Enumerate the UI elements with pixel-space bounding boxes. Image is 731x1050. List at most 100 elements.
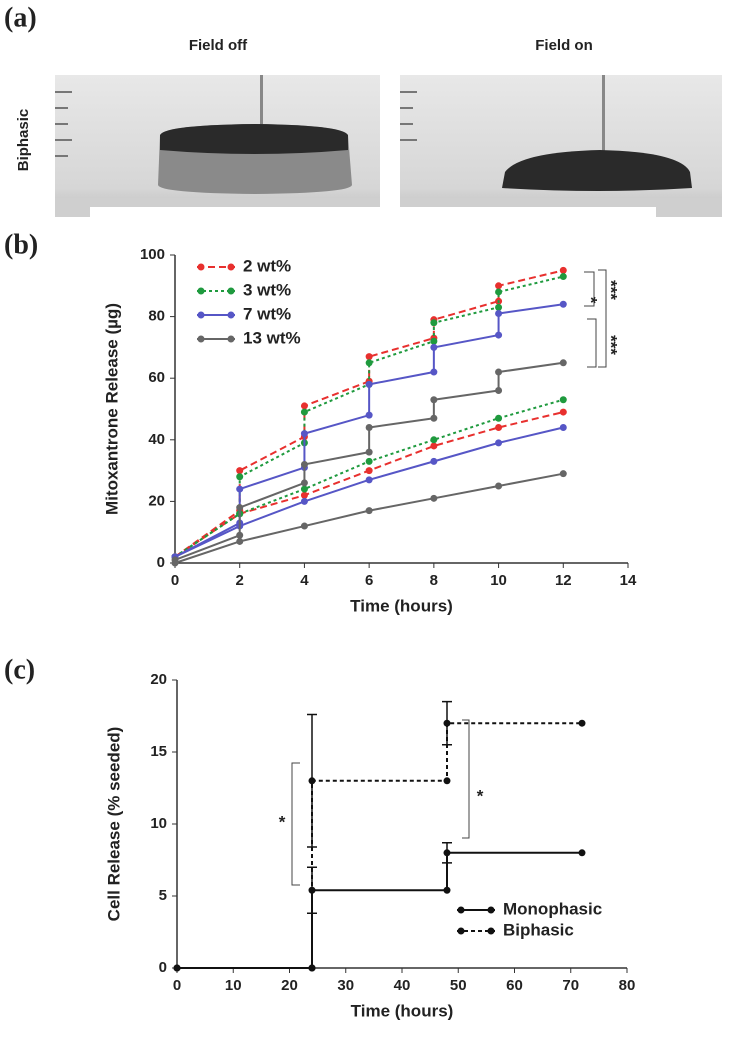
column-label: Field off — [189, 37, 248, 54]
y-tick-label: 40 — [148, 431, 165, 448]
series-line — [177, 722, 582, 969]
data-point — [443, 777, 451, 785]
data-point — [430, 337, 438, 345]
x-tick-label: 8 — [430, 572, 438, 589]
data-point — [365, 457, 373, 465]
y-tick-label: 0 — [159, 959, 167, 976]
data-point — [443, 886, 451, 894]
data-point — [365, 380, 373, 388]
series-line — [174, 275, 564, 558]
data-point — [300, 479, 308, 487]
data-point — [430, 457, 438, 465]
legend-label: 3 wt% — [243, 280, 291, 299]
y-tick-label: 80 — [148, 308, 165, 325]
row-label: Biphasic — [15, 109, 32, 172]
data-point — [495, 414, 503, 422]
data-point — [559, 408, 567, 416]
y-tick-label: 10 — [150, 815, 167, 832]
data-point — [430, 343, 438, 351]
data-point — [300, 491, 308, 499]
x-tick-label: 30 — [337, 977, 354, 994]
data-point — [300, 430, 308, 438]
data-point — [308, 777, 316, 785]
data-point — [173, 964, 181, 972]
y-tick-label: 20 — [150, 671, 167, 688]
photo-field-on — [400, 75, 722, 217]
data-point — [365, 411, 373, 419]
data-point — [308, 964, 316, 972]
x-tick-label: 80 — [619, 977, 636, 994]
y-axis-title: Mitoxantrone Release (µg) — [102, 303, 121, 515]
data-point — [236, 537, 244, 545]
legend-label: Biphasic — [503, 920, 574, 939]
legend-marker — [197, 263, 205, 271]
x-tick-label: 20 — [281, 977, 298, 994]
y-tick-label: 100 — [140, 246, 165, 263]
data-point — [495, 303, 503, 311]
series-line — [174, 303, 564, 558]
x-tick-label: 2 — [236, 572, 244, 589]
x-tick-label: 12 — [555, 572, 572, 589]
x-tick-label: 40 — [394, 977, 411, 994]
data-point — [365, 423, 373, 431]
significance-bracket — [584, 271, 595, 307]
data-point — [443, 849, 451, 857]
data-point — [495, 423, 503, 431]
x-tick-label: 14 — [620, 572, 637, 589]
data-point — [300, 485, 308, 493]
significance-bracket — [598, 269, 607, 368]
data-point — [559, 470, 567, 478]
legend-marker — [227, 287, 235, 295]
legend-label: 7 wt% — [243, 304, 291, 323]
y-axis-title: Cell Release (% seeded) — [104, 727, 123, 922]
x-tick-label: 0 — [173, 977, 181, 994]
significance-label: * — [279, 812, 286, 831]
data-point — [559, 423, 567, 431]
x-axis-title: Time (hours) — [351, 1001, 454, 1020]
significance-label: * — [582, 297, 601, 304]
panel-label: (a) — [4, 2, 37, 33]
x-tick-label: 10 — [225, 977, 242, 994]
data-point — [300, 408, 308, 416]
data-point — [495, 310, 503, 318]
data-point — [430, 319, 438, 327]
data-point — [236, 467, 244, 475]
legend-marker — [227, 335, 235, 343]
x-tick-label: 4 — [300, 572, 309, 589]
data-point — [578, 719, 586, 727]
data-point — [559, 273, 567, 281]
data-point — [300, 522, 308, 530]
data-point — [559, 396, 567, 404]
legend-marker — [227, 311, 235, 319]
data-point — [365, 476, 373, 484]
x-tick-label: 60 — [506, 977, 523, 994]
x-tick-label: 10 — [490, 572, 507, 589]
data-point — [365, 507, 373, 515]
y-tick-label: 20 — [148, 492, 165, 509]
data-point — [236, 531, 244, 539]
y-tick-label: 0 — [157, 554, 165, 571]
photo-field-off — [55, 75, 380, 217]
data-point — [430, 414, 438, 422]
data-point — [430, 436, 438, 444]
legend-marker — [197, 287, 205, 295]
panel-label: (c) — [4, 654, 35, 685]
data-point — [430, 442, 438, 450]
data-point — [236, 473, 244, 481]
legend-label: Monophasic — [503, 899, 602, 918]
data-point — [495, 368, 503, 376]
data-point — [236, 485, 244, 493]
data-point — [559, 300, 567, 308]
data-point — [443, 719, 451, 727]
x-tick-label: 70 — [562, 977, 579, 994]
data-point — [430, 368, 438, 376]
y-tick-label: 5 — [159, 887, 167, 904]
legend-marker — [457, 906, 465, 914]
data-point — [495, 288, 503, 296]
data-point — [300, 497, 308, 505]
x-axis-title: Time (hours) — [350, 596, 453, 615]
data-point — [300, 402, 308, 410]
data-point — [236, 504, 244, 512]
significance-bracket — [462, 719, 470, 839]
